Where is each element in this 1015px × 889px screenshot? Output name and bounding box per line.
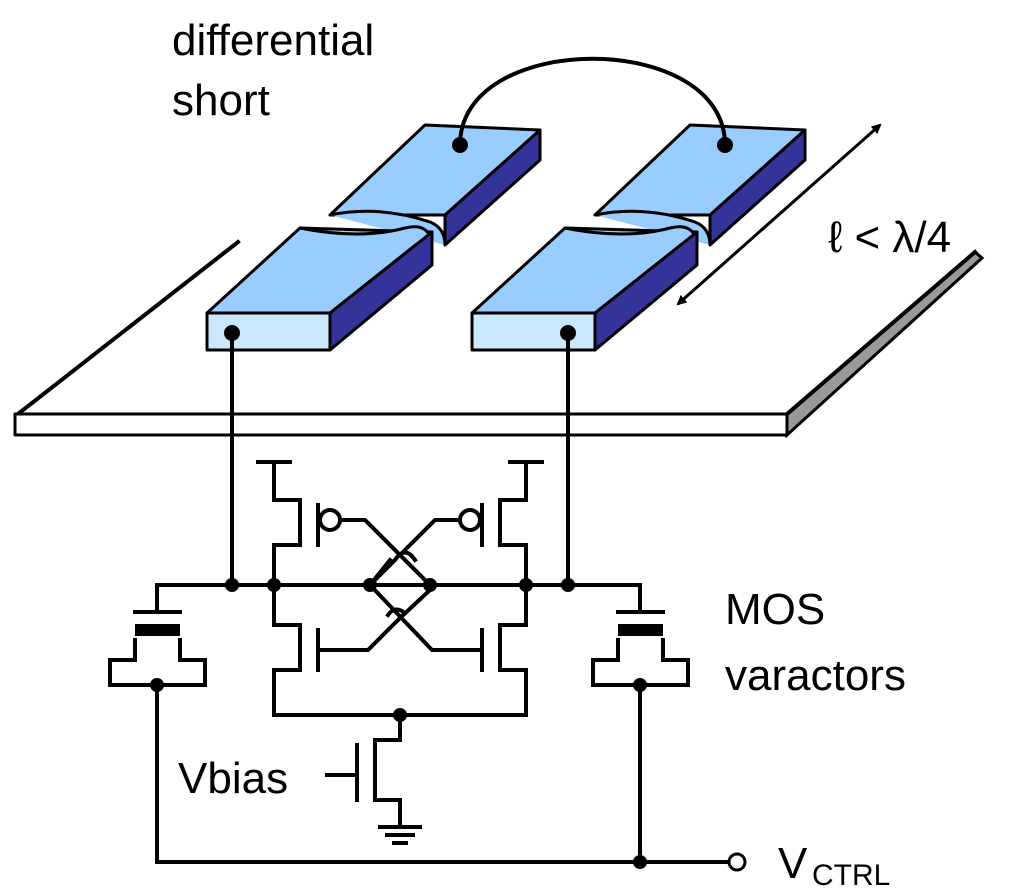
label-subscript: CTRL: [812, 859, 890, 889]
label: varactors: [725, 651, 906, 700]
label: short: [172, 76, 270, 125]
varactor-plate: [135, 624, 180, 636]
node: [717, 137, 733, 153]
label: MOS: [725, 585, 825, 634]
label: differential: [172, 16, 374, 65]
terminal: [727, 852, 747, 872]
ground-plane: [13, 239, 985, 439]
short-wire: [457, 56, 728, 148]
circuit: [108, 331, 731, 864]
node: [452, 137, 468, 153]
length-arrow: [676, 123, 882, 306]
label: Vbias: [178, 754, 288, 803]
varactor-plate: [618, 624, 663, 636]
label: V: [778, 839, 808, 888]
length-label: ℓ < λ/4: [828, 213, 951, 262]
strip-left: [205, 123, 542, 352]
nodes: [150, 325, 647, 869]
